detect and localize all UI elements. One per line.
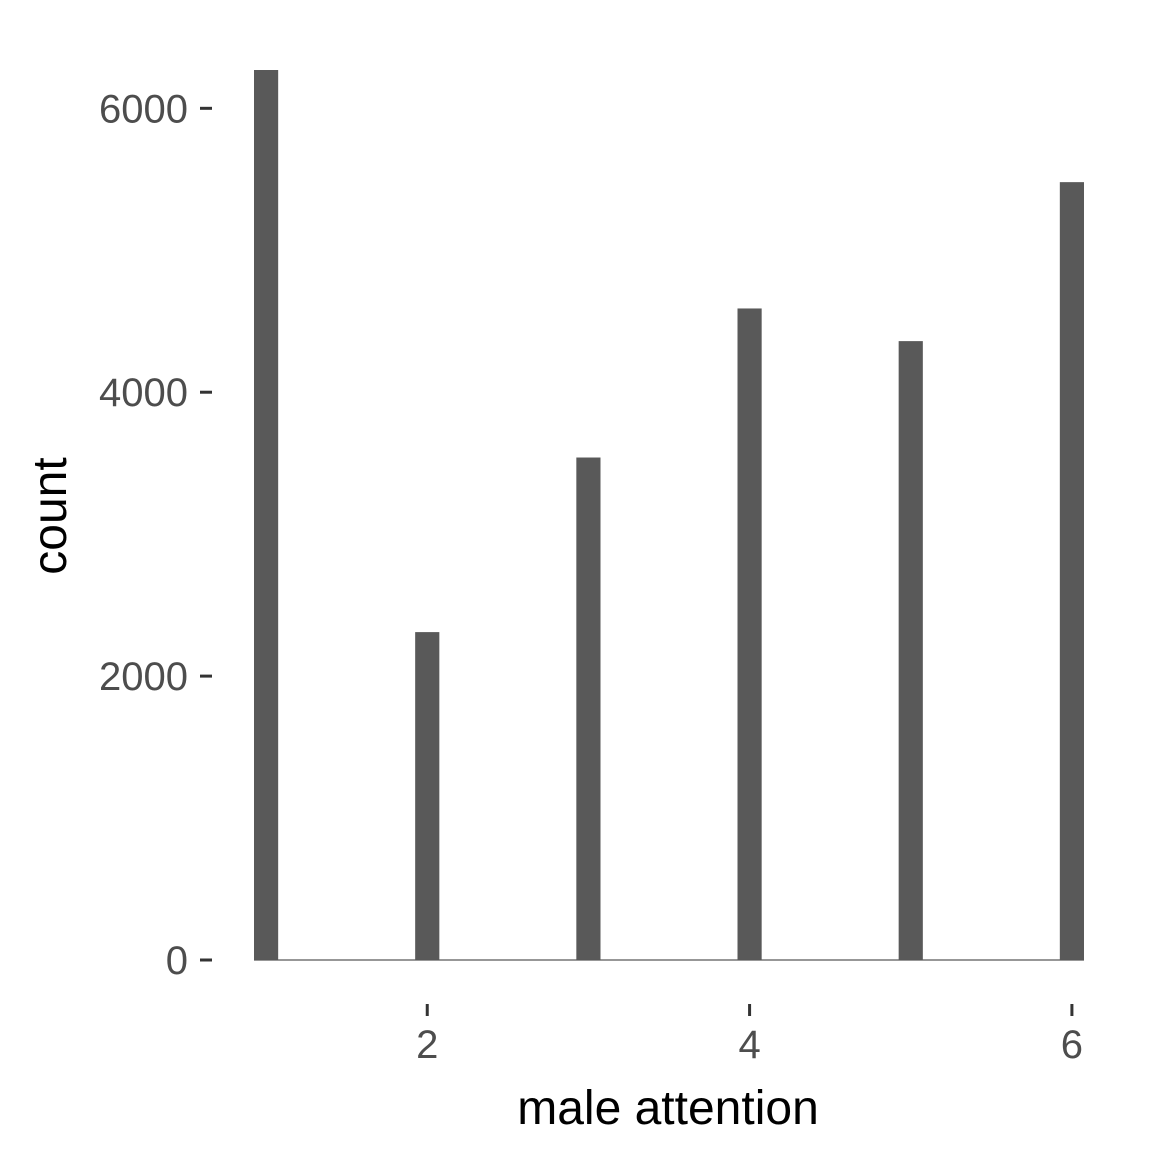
bar-0 xyxy=(254,70,279,960)
y-axis-title: count xyxy=(24,457,77,574)
bar-8 xyxy=(898,341,923,960)
y-tick-label: 6000 xyxy=(99,87,188,131)
y-axis: 0 2000 4000 6000 xyxy=(99,87,212,983)
bars-layer xyxy=(254,70,1084,961)
x-tick-label: 2 xyxy=(416,1023,438,1067)
x-axis-title: male attention xyxy=(517,1082,819,1135)
x-tick-label: 6 xyxy=(1061,1023,1083,1067)
y-tick-label: 4000 xyxy=(99,371,188,415)
bar-10 xyxy=(1059,182,1084,961)
bar-6 xyxy=(737,308,762,961)
y-tick-label: 2000 xyxy=(99,655,188,699)
bar-4 xyxy=(576,457,601,960)
x-tick-label: 4 xyxy=(738,1023,760,1067)
y-tick-label: 0 xyxy=(166,939,188,983)
x-axis: 2 4 6 xyxy=(416,1004,1083,1067)
bar-2 xyxy=(415,632,440,960)
